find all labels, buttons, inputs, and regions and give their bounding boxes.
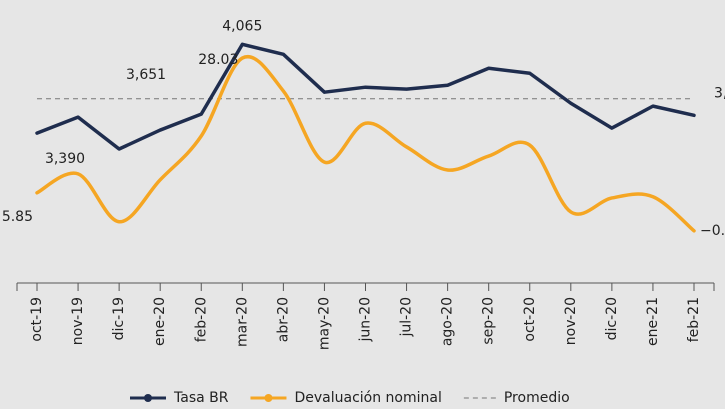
x-tick-label: oct-20 xyxy=(522,297,538,342)
x-tick-label: nov-19 xyxy=(70,297,86,345)
x-tick-label: abr-20 xyxy=(275,297,291,342)
x-tick-label: nov-20 xyxy=(563,297,579,345)
legend-label: Devaluación nominal xyxy=(294,390,441,406)
legend-marker xyxy=(144,394,152,402)
x-tick-label: sep-20 xyxy=(481,297,497,345)
x-tick-label: feb-21 xyxy=(686,297,702,342)
x-tick-label: feb-20 xyxy=(193,297,209,342)
x-tick-label: dic-19 xyxy=(111,297,127,340)
legend-marker xyxy=(264,394,273,402)
data-label: 3,525 xyxy=(714,85,725,101)
x-tick-label: jul-20 xyxy=(399,297,415,338)
legend-label: Tasa BR xyxy=(173,390,229,406)
x-tick-label: ene-21 xyxy=(645,297,661,346)
data-label: −0.41 xyxy=(700,223,725,239)
average-label: 3,651 xyxy=(126,67,166,83)
x-tick-label: jun-20 xyxy=(358,297,374,343)
data-label: 4,065 xyxy=(222,18,262,34)
data-label: 28.03 xyxy=(198,52,238,68)
series-line xyxy=(35,54,696,233)
legend-label: Promedio xyxy=(504,390,570,406)
x-tick-label: may-20 xyxy=(316,297,332,350)
x-tick-label: ene-20 xyxy=(152,297,168,346)
data-label: 5.85 xyxy=(2,209,33,225)
series-line xyxy=(35,42,696,151)
x-tick-label: ago-20 xyxy=(440,297,456,346)
x-tick-label: dic-20 xyxy=(604,297,620,340)
x-tick-label: mar-20 xyxy=(234,297,250,347)
data-label: 3,390 xyxy=(45,151,85,167)
x-tick-label: oct-19 xyxy=(29,297,45,342)
